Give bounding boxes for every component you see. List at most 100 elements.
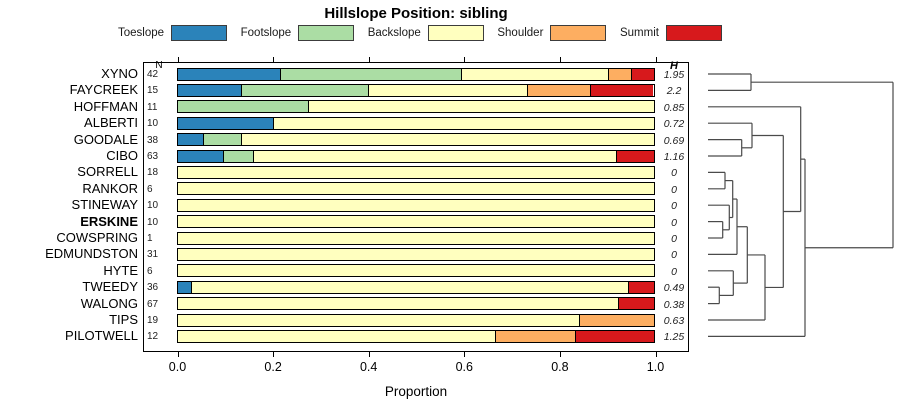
stacked-bar-stineway (177, 198, 655, 212)
segment-shoulder (608, 68, 632, 80)
stacked-bar-walong (177, 297, 655, 311)
h-value: 0.63 (663, 315, 685, 327)
row-label-erskine: ERSKINE (80, 213, 138, 229)
segment-summit (627, 281, 654, 293)
segment-summit (590, 84, 654, 96)
axis-tick-top (464, 57, 466, 62)
legend-swatch-shoulder (550, 25, 607, 41)
segment-shoulder (526, 84, 591, 96)
row-label-faycreek: FAYCREEK (69, 82, 138, 98)
segment-backslope (178, 248, 654, 260)
stacked-bar-xyno (177, 67, 655, 81)
stacked-bar-goodale (177, 133, 655, 147)
n-value: 31 (147, 249, 159, 261)
segment-summit (631, 68, 654, 80)
segment-shoulder (495, 330, 575, 342)
legend-label: Footslope (240, 27, 292, 39)
segment-backslope (178, 330, 496, 342)
axis-tick-top (368, 57, 370, 62)
segment-backslope (178, 199, 654, 211)
h-value: 1.95 (663, 69, 685, 81)
segment-backslope (368, 84, 527, 96)
stacked-bar-cibo (177, 149, 655, 163)
row-label-tweedy: TWEEDY (82, 279, 138, 295)
legend-label: Backslope (367, 27, 421, 39)
row-label-cowspring: COWSPRING (56, 230, 138, 245)
row-label-edmundston: EDMUNDSTON (45, 246, 138, 262)
h-value: 0.85 (663, 101, 685, 114)
row-label-stineway: STINEWAY (71, 197, 138, 213)
n-value: 6 (147, 265, 153, 277)
legend-swatch-footslope (298, 25, 355, 41)
axis-tick-top (559, 57, 561, 62)
axis-tick-label: 0.4 (359, 360, 378, 374)
legend-label: Toeslope (118, 27, 165, 39)
row-label-tips: TIPS (109, 312, 138, 327)
legend-label: Summit (619, 27, 659, 39)
segment-summit (618, 298, 654, 310)
axis-tick-top (273, 57, 275, 62)
segment-backslope (460, 68, 609, 80)
h-value: 0.38 (663, 298, 685, 311)
axis-tick-label: 1.0 (646, 360, 665, 374)
h-value: 0 (671, 249, 677, 262)
segment-summit (574, 330, 654, 342)
row-label-walong: WALONG (80, 295, 138, 311)
n-value: 1 (147, 233, 153, 244)
stacked-bar-cowspring (177, 231, 655, 245)
segment-toeslope (178, 150, 224, 162)
axis-tick-label: 0.6 (455, 360, 473, 374)
row-label-alberti: ALBERTI (84, 115, 138, 131)
h-value: 0.69 (663, 134, 685, 147)
stacked-bar-edmundston (177, 247, 655, 261)
segment-backslope (178, 314, 579, 326)
legend-swatch-toeslope (171, 25, 228, 41)
axis-tick-label: 0.0 (168, 360, 187, 374)
n-value: 42 (147, 69, 159, 80)
axis-tick-top (177, 57, 179, 62)
x-axis-title: Proportion (384, 384, 448, 399)
stacked-bar-rankor (177, 182, 655, 196)
segment-toeslope (178, 117, 274, 129)
stacked-bar-tips (177, 313, 655, 327)
segment-backslope (253, 150, 616, 162)
stacked-bar-sorrell (177, 165, 655, 179)
n-value: 36 (147, 282, 159, 294)
segment-toeslope (178, 134, 204, 146)
legend-swatch-summit (665, 25, 722, 41)
segment-toeslope (178, 84, 242, 96)
axis-tick-label: 0.2 (264, 360, 282, 374)
stacked-bar-faycreek (177, 83, 655, 97)
n-column-header: N (155, 60, 163, 71)
segment-footslope (279, 68, 461, 80)
stacked-bar-hyte (177, 264, 655, 278)
h-value: 0 (671, 233, 677, 245)
h-value: 0 (671, 183, 677, 196)
segment-toeslope (178, 68, 280, 80)
n-value: 67 (147, 298, 159, 310)
h-value: 1.16 (663, 151, 685, 163)
axis-tick-bottom (559, 352, 561, 357)
stacked-bar-hoffman (177, 100, 655, 114)
row-label-hyte: HYTE (103, 262, 138, 278)
n-value: 19 (147, 315, 159, 326)
segment-backslope (178, 166, 654, 178)
chart-title: Hillslope Position: sibling (324, 5, 508, 22)
segment-footslope (223, 150, 254, 162)
legend-swatch-backslope (427, 25, 484, 41)
h-value: 0.49 (663, 282, 685, 295)
segment-footslope (241, 84, 369, 96)
axis-tick-bottom (273, 352, 275, 357)
row-label-rankor: RANKOR (82, 180, 138, 196)
axis-tick-bottom (177, 352, 179, 357)
n-value: 63 (147, 151, 159, 162)
segment-backslope (178, 232, 654, 244)
segment-footslope (178, 101, 308, 113)
segment-summit (615, 150, 654, 162)
n-value: 38 (147, 134, 159, 146)
row-label-sorrell: SORRELL (77, 164, 138, 180)
axis-tick-bottom (655, 352, 657, 357)
row-label-pilotwell: PILOTWELL (65, 328, 138, 344)
stacked-bar-pilotwell (177, 329, 655, 343)
